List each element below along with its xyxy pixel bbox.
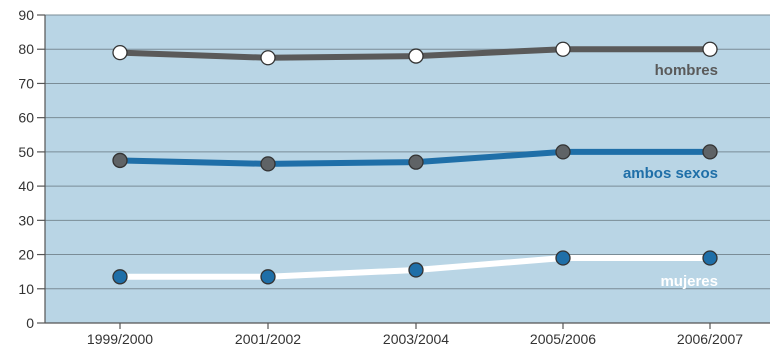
y-tick-label: 90 xyxy=(18,7,34,23)
data-point xyxy=(112,44,128,61)
data-point xyxy=(408,154,424,170)
y-tick-label: 0 xyxy=(26,315,34,331)
y-tick-label: 70 xyxy=(18,75,34,91)
data-point xyxy=(260,50,276,66)
axes: 0 10 20 30 40 50 60 70 80 90 1999/2000 2001/2002 200… xyxy=(18,7,770,347)
series xyxy=(112,41,718,285)
grid xyxy=(45,14,770,290)
x-tick-label: 2003/2004 xyxy=(383,331,449,347)
series-label: hombres xyxy=(655,62,718,79)
data-point xyxy=(112,269,128,285)
x-tick-label: 2001/2002 xyxy=(235,331,301,347)
data-point xyxy=(555,250,571,266)
data-point xyxy=(555,41,571,57)
data-point xyxy=(702,250,718,266)
labels: hombres ambos sexos mujeres xyxy=(623,62,718,290)
data-point xyxy=(408,262,424,278)
data-point xyxy=(260,156,276,172)
y-tick-label: 30 xyxy=(18,212,34,228)
data-point xyxy=(555,144,571,160)
x-tick-label: 2005/2006 xyxy=(530,331,596,347)
data-point xyxy=(112,152,128,169)
x-tick-label: 2006/2007 xyxy=(677,331,743,347)
y-tick-label: 80 xyxy=(18,41,34,57)
y-tick-label: 20 xyxy=(18,247,34,263)
data-point xyxy=(702,144,718,160)
y-tick-label: 10 xyxy=(18,281,34,297)
y-tick-label: 60 xyxy=(18,110,34,126)
data-point xyxy=(408,48,424,64)
data-point xyxy=(260,269,276,285)
series-label: ambos sexos xyxy=(623,165,718,182)
y-tick-label: 40 xyxy=(18,178,34,194)
series-label: mujeres xyxy=(660,273,718,290)
x-tick-label: 1999/2000 xyxy=(87,331,153,347)
y-tick-label: 50 xyxy=(18,144,34,160)
data-point xyxy=(702,41,718,57)
